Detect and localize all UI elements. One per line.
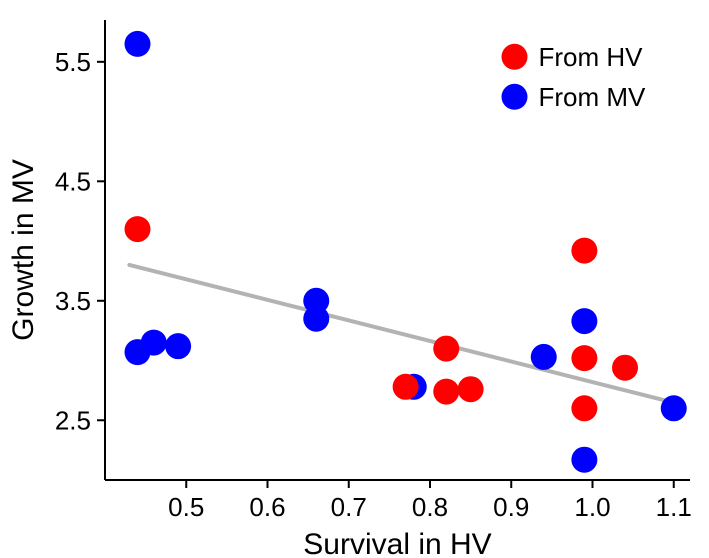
data-point: [531, 344, 557, 370]
legend-marker: [502, 44, 528, 70]
y-tick-label: 3.5: [55, 286, 91, 316]
y-tick-label: 5.5: [55, 47, 91, 77]
y-tick-label: 2.5: [55, 405, 91, 435]
data-point: [571, 447, 597, 473]
data-point: [571, 395, 597, 421]
data-point: [458, 376, 484, 402]
data-point: [571, 345, 597, 371]
data-point: [141, 330, 167, 356]
legend-label: From MV: [539, 82, 647, 112]
data-point: [661, 395, 687, 421]
data-point: [393, 374, 419, 400]
legend-marker: [502, 84, 528, 110]
data-point: [612, 355, 638, 381]
data-point: [433, 336, 459, 362]
x-axis-label: Survival in HV: [303, 528, 491, 558]
x-tick-label: 0.7: [331, 492, 367, 522]
x-tick-label: 1.1: [656, 492, 692, 522]
x-tick-label: 1.0: [574, 492, 610, 522]
chart-svg: 0.5 0.6 0.7 0.8 0.9 1.0 1.1 2.5 3.5 4.5 5.5 Surviva…: [0, 0, 709, 558]
data-point: [571, 238, 597, 264]
data-point: [303, 306, 329, 332]
x-tick-label: 0.6: [249, 492, 285, 522]
x-tick-label: 0.8: [412, 492, 448, 522]
data-point: [125, 216, 151, 242]
data-point: [125, 31, 151, 57]
legend-label: From HV: [539, 42, 644, 72]
scatter-chart: 0.5 0.6 0.7 0.8 0.9 1.0 1.1 2.5 3.5 4.5 5.5 Surviva…: [0, 0, 709, 558]
data-point: [165, 333, 191, 359]
data-point: [433, 379, 459, 405]
x-tick-label: 0.9: [493, 492, 529, 522]
data-point: [571, 308, 597, 334]
x-tick-label: 0.5: [168, 492, 204, 522]
y-tick-label: 4.5: [55, 166, 91, 196]
y-axis-label: Growth in MV: [7, 159, 40, 341]
